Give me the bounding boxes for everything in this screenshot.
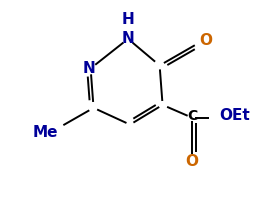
Text: N: N bbox=[82, 61, 95, 76]
Text: H: H bbox=[122, 12, 135, 27]
Text: Me: Me bbox=[33, 125, 58, 140]
Text: OEt: OEt bbox=[219, 108, 250, 123]
Text: O: O bbox=[186, 154, 199, 169]
Text: O: O bbox=[199, 33, 213, 48]
Text: C: C bbox=[187, 109, 197, 123]
Text: N: N bbox=[122, 31, 135, 46]
